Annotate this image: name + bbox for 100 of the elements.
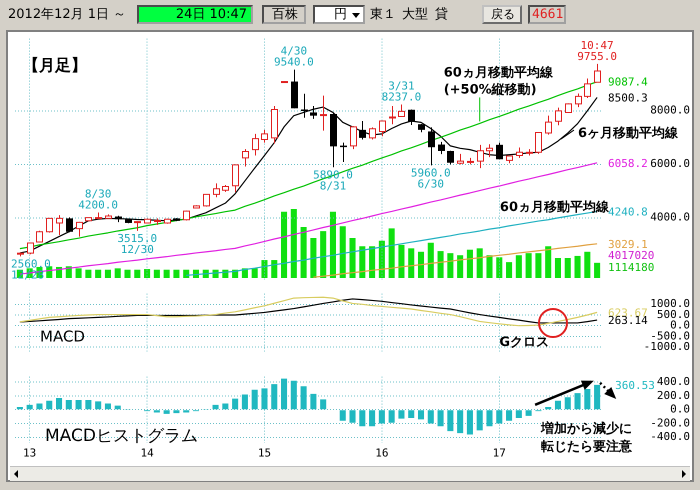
text: 【月足】 (23, 56, 87, 75)
bar (359, 410, 366, 426)
bar (349, 238, 356, 278)
bar (388, 410, 395, 423)
annotation: Gクロス (499, 334, 550, 350)
data-label: 4240.8 (608, 205, 648, 218)
bar (261, 388, 268, 410)
bar (516, 410, 522, 418)
bar (369, 410, 376, 426)
bar (164, 270, 170, 278)
bar (574, 256, 581, 278)
y-tick-label: 4000.0 (650, 210, 690, 224)
bar (46, 400, 52, 410)
bar (56, 398, 62, 410)
bar (310, 394, 316, 410)
bar (418, 410, 424, 420)
bar (388, 228, 395, 278)
text: 百株 (272, 7, 298, 22)
bar (134, 270, 140, 278)
bar (545, 246, 552, 278)
bar (526, 410, 532, 416)
bar (369, 246, 376, 278)
bar (466, 410, 473, 435)
text: 東１ (370, 7, 396, 22)
bar (36, 403, 42, 410)
y-tick-label: -200.0 (650, 416, 690, 430)
bar (154, 270, 160, 278)
candlestick (496, 142, 503, 160)
candlestick (447, 150, 454, 165)
x-tick-label: 17 (492, 446, 506, 460)
bar (340, 226, 346, 278)
y-tick-label: -400.0 (650, 430, 690, 444)
bar (564, 258, 571, 278)
bar (398, 244, 404, 278)
bar (418, 252, 424, 278)
bar (104, 270, 111, 278)
bar (242, 394, 248, 410)
bar (349, 410, 356, 423)
text: 4017020 (608, 249, 654, 262)
candlestick (359, 120, 366, 140)
series-label: 6ヶ月移動平均線 (578, 126, 680, 142)
y-tick-label: -500.0 (650, 329, 690, 342)
bar (506, 410, 512, 421)
series-label: 60ヵ月移動平均線 (+50%縦移動) (444, 65, 554, 98)
bar (212, 404, 219, 410)
bar (428, 242, 434, 278)
text: 大型 (402, 7, 428, 22)
annotation: 増加から減少に転じたら要注意 (540, 420, 634, 455)
bar (320, 231, 326, 278)
candlestick (66, 216, 73, 233)
bar (496, 257, 502, 278)
y-tick-label: -1000.0 (644, 340, 690, 353)
bar (271, 384, 278, 410)
bar (438, 251, 444, 278)
y-tick-label: 500.0 (656, 308, 690, 321)
x-tick-label: 16 (375, 446, 388, 460)
bar (378, 410, 385, 424)
bar (173, 410, 180, 414)
annotation: 5960.0 6/30 (410, 166, 451, 190)
bar (466, 250, 473, 278)
bar (476, 248, 483, 278)
data-label: 8500.3 (608, 91, 648, 104)
x-tick-label: 13 (23, 446, 36, 460)
annotation: 3/31 8237.0 (382, 80, 422, 104)
text: 1114180 (608, 261, 654, 274)
bar (438, 410, 444, 426)
y-tick-label: 0.0 (670, 318, 690, 332)
bar (85, 270, 92, 278)
y-tick-label: 400.0 (656, 374, 690, 388)
bar (320, 399, 326, 410)
bar (359, 246, 366, 278)
bar (76, 400, 82, 410)
annotation: 4/30 9540.0 (274, 44, 314, 69)
bar (594, 262, 600, 278)
data-label: 3029.1 (608, 238, 648, 251)
bar (252, 390, 258, 410)
bar (222, 403, 228, 410)
bar (584, 252, 590, 278)
bar (476, 410, 483, 430)
data-label: 360.53 (615, 378, 655, 392)
bar (447, 253, 454, 278)
data-label: 263.14 (608, 314, 648, 328)
bar (408, 410, 414, 418)
bar (300, 226, 307, 278)
candlestick (428, 126, 435, 166)
bar (95, 401, 102, 410)
bar (114, 406, 121, 410)
y-tick-label: 1000.0 (650, 297, 690, 310)
bar (340, 410, 346, 421)
bar (398, 410, 404, 419)
bar (95, 270, 102, 278)
bar (85, 400, 92, 410)
annotation: 10:47 9755.0 (577, 38, 617, 63)
data-label: 6058.2 (608, 156, 648, 170)
bar (252, 268, 258, 278)
bar (516, 255, 522, 278)
bar (457, 255, 464, 278)
text: 円 (334, 7, 347, 22)
text: 貸 (435, 7, 448, 22)
annotation: 2560.0 12/28 (11, 257, 51, 282)
